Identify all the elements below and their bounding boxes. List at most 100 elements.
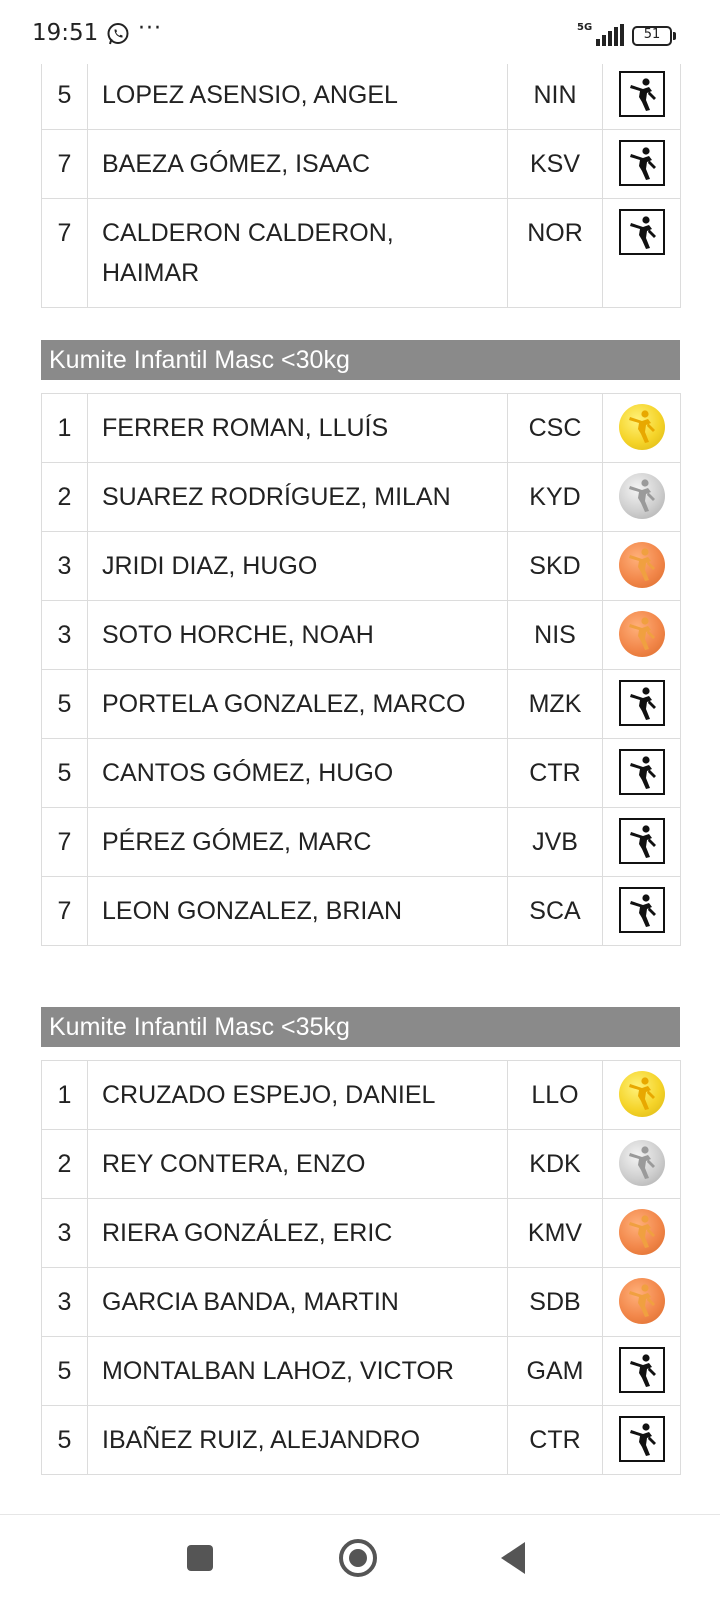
table-row: 3 JRIDI DIAZ, HUGO SKD <box>41 531 681 601</box>
club-code-cell: SKD <box>507 531 603 601</box>
battery-level: 51 <box>643 27 661 42</box>
result-icon-cell <box>602 1267 681 1337</box>
result-icon-cell <box>602 198 681 308</box>
home-circle-icon[interactable] <box>339 1539 377 1577</box>
athlete-name-cell: GARCIA BANDA, MARTIN <box>87 1267 508 1337</box>
club-code-cell: JVB <box>507 807 603 877</box>
result-icon-cell <box>602 1405 681 1475</box>
table-row: 7 LEON GONZALEZ, BRIAN SCA <box>41 876 681 946</box>
result-icon-cell <box>602 462 681 532</box>
result-icon-cell <box>602 129 681 199</box>
table-row: 3 SOTO HORCHE, NOAH NIS <box>41 600 681 670</box>
club-code-cell: KYD <box>507 462 603 532</box>
results-content[interactable]: 5 LOPEZ ASENSIO, ANGEL NIN 7 BAEZA GÓMEZ, IS… <box>0 64 720 1514</box>
position-cell: 5 <box>41 669 88 739</box>
category-header: Kumite Infantil Masc <30kg <box>41 340 680 380</box>
athlete-name-cell: REY CONTERA, ENZO <box>87 1129 508 1199</box>
navigation-bar <box>0 1514 720 1600</box>
club-code-cell: CSC <box>507 393 603 463</box>
athlete-name-cell: BAEZA GÓMEZ, ISAAC <box>87 129 508 199</box>
result-icon-cell <box>602 738 681 808</box>
club-code-cell: MZK <box>507 669 603 739</box>
whatsapp-icon <box>106 22 130 46</box>
karate-kick-icon <box>618 140 665 186</box>
position-cell: 7 <box>41 198 88 308</box>
table-row: 5 IBAÑEZ RUIZ, ALEJANDRO CTR <box>41 1405 681 1475</box>
club-code-cell: LLO <box>507 1060 603 1130</box>
bronze-medal-icon <box>618 542 665 588</box>
table-row: 2 REY CONTERA, ENZO KDK <box>41 1129 681 1199</box>
recents-square-icon[interactable] <box>187 1545 213 1571</box>
position-cell: 1 <box>41 1060 88 1130</box>
karate-kick-icon <box>618 71 665 117</box>
gold-medal-icon <box>618 1071 665 1117</box>
position-cell: 5 <box>41 64 88 130</box>
bronze-medal-icon <box>618 1209 665 1255</box>
result-icon-cell <box>602 64 681 130</box>
table-row: 1 FERRER ROMAN, LLUÍS CSC <box>41 393 681 463</box>
result-icon-cell <box>602 876 681 946</box>
signal-icon <box>596 24 624 46</box>
table-row: 3 GARCIA BANDA, MARTIN SDB <box>41 1267 681 1337</box>
results-table: 1 CRUZADO ESPEJO, DANIEL LLO 2 REY CONTERA, … <box>41 1060 681 1475</box>
club-code-cell: NIS <box>507 600 603 670</box>
position-cell: 3 <box>41 1267 88 1337</box>
club-code-cell: KSV <box>507 129 603 199</box>
position-cell: 3 <box>41 600 88 670</box>
results-table: 5 LOPEZ ASENSIO, ANGEL NIN 7 BAEZA GÓMEZ, IS… <box>41 64 681 308</box>
network-type: 5G <box>577 22 593 33</box>
table-row: 2 SUAREZ RODRÍGUEZ, MILAN KYD <box>41 462 681 532</box>
position-cell: 1 <box>41 393 88 463</box>
athlete-name-cell: FERRER ROMAN, LLUÍS <box>87 393 508 463</box>
table-row: 5 MONTALBAN LAHOZ, VICTOR GAM <box>41 1336 681 1406</box>
karate-kick-icon <box>618 749 665 795</box>
bronze-medal-icon <box>618 1278 665 1324</box>
position-cell: 3 <box>41 1198 88 1268</box>
athlete-name-cell: LOPEZ ASENSIO, ANGEL <box>87 64 508 130</box>
result-icon-cell <box>602 1129 681 1199</box>
silver-medal-icon <box>618 473 665 519</box>
position-cell: 2 <box>41 1129 88 1199</box>
athlete-name-cell: RIERA GONZÁLEZ, ERIC <box>87 1198 508 1268</box>
table-row: 1 CRUZADO ESPEJO, DANIEL LLO <box>41 1060 681 1130</box>
karate-kick-icon <box>618 680 665 726</box>
club-code-cell: NOR <box>507 198 603 308</box>
karate-kick-icon <box>618 1416 665 1462</box>
result-icon-cell <box>602 807 681 877</box>
athlete-name-cell: CRUZADO ESPEJO, DANIEL <box>87 1060 508 1130</box>
athlete-name-cell: LEON GONZALEZ, BRIAN <box>87 876 508 946</box>
table-row: 3 RIERA GONZÁLEZ, ERIC KMV <box>41 1198 681 1268</box>
position-cell: 7 <box>41 129 88 199</box>
position-cell: 5 <box>41 1405 88 1475</box>
table-row: 5 LOPEZ ASENSIO, ANGEL NIN <box>41 64 681 130</box>
karate-kick-icon <box>618 1347 665 1393</box>
result-icon-cell <box>602 600 681 670</box>
club-code-cell: KMV <box>507 1198 603 1268</box>
club-code-cell: CTR <box>507 1405 603 1475</box>
karate-kick-icon <box>618 818 665 864</box>
result-icon-cell <box>602 669 681 739</box>
athlete-name-cell: CALDERON CALDERON, HAIMAR <box>87 198 508 308</box>
position-cell: 2 <box>41 462 88 532</box>
category-header: Kumite Infantil Masc <35kg <box>41 1007 680 1047</box>
athlete-name-cell: SUAREZ RODRÍGUEZ, MILAN <box>87 462 508 532</box>
result-icon-cell <box>602 531 681 601</box>
status-bar: 19:51 ··· 5G 51 <box>0 0 720 64</box>
back-triangle-icon[interactable] <box>501 1542 525 1574</box>
status-time: 19:51 <box>32 20 99 46</box>
athlete-name-cell: PORTELA GONZALEZ, MARCO <box>87 669 508 739</box>
club-code-cell: NIN <box>507 64 603 130</box>
club-code-cell: SDB <box>507 1267 603 1337</box>
result-icon-cell <box>602 1060 681 1130</box>
table-row: 5 PORTELA GONZALEZ, MARCO MZK <box>41 669 681 739</box>
gold-medal-icon <box>618 404 665 450</box>
athlete-name-cell: CANTOS GÓMEZ, HUGO <box>87 738 508 808</box>
silver-medal-icon <box>618 1140 665 1186</box>
club-code-cell: CTR <box>507 738 603 808</box>
position-cell: 7 <box>41 807 88 877</box>
athlete-name-cell: MONTALBAN LAHOZ, VICTOR <box>87 1336 508 1406</box>
club-code-cell: KDK <box>507 1129 603 1199</box>
athlete-name-cell: JRIDI DIAZ, HUGO <box>87 531 508 601</box>
karate-kick-icon <box>618 887 665 933</box>
position-cell: 3 <box>41 531 88 601</box>
